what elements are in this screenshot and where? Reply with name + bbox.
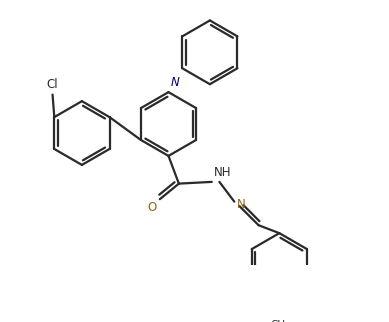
Text: NH: NH — [214, 166, 231, 179]
Text: N: N — [237, 198, 245, 211]
Text: CH₃: CH₃ — [270, 320, 290, 322]
Text: Cl: Cl — [47, 78, 58, 91]
Text: O: O — [148, 201, 157, 214]
Text: N: N — [170, 76, 179, 90]
